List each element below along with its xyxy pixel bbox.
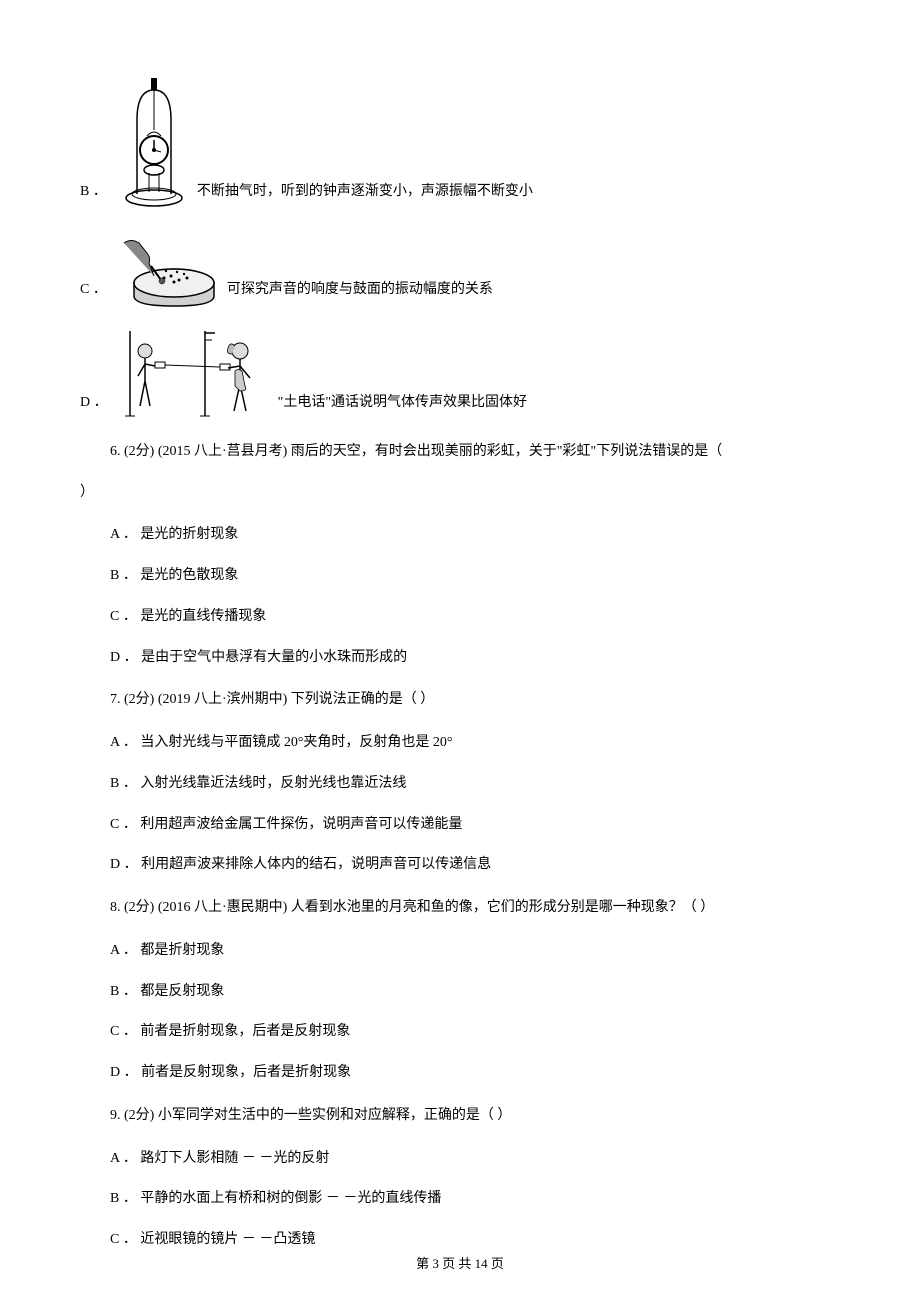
q9-option-c: C ． 近视眼镜的镜片 － －凸透镜 xyxy=(110,1225,840,1256)
q8-option-b: B ． 都是反射现象 xyxy=(110,977,840,1008)
drum-image xyxy=(119,228,219,308)
q6-stem-end: ） xyxy=(80,480,840,507)
option-c-label: C ． xyxy=(80,278,107,308)
q7-option-c: C ． 利用超声波给金属工件探伤，说明声音可以传递能量 xyxy=(110,810,840,841)
option-d-label: D ． xyxy=(80,391,108,421)
q7-option-b: B ． 入射光线靠近法线时，反射光线也靠近法线 xyxy=(110,769,840,800)
q7-option-d: D ． 利用超声波来排除人体内的结石，说明声音可以传递信息 xyxy=(110,850,840,881)
option-d-text: "土电话"通话说明气体传声效果比固体好 xyxy=(278,391,527,421)
q6-option-a: A ． 是光的折射现象 xyxy=(110,520,840,551)
option-b-label: B ． xyxy=(80,180,107,210)
option-c-text: 可探究声音的响度与鼓面的振动幅度的关系 xyxy=(227,278,493,308)
q8-option-a: A ． 都是折射现象 xyxy=(110,936,840,967)
q6-option-c: C ． 是光的直线传播现象 xyxy=(110,602,840,633)
q6-option-b: B ． 是光的色散现象 xyxy=(110,561,840,592)
q6-stem: 6. (2分) (2015 八上·莒县月考) 雨后的天空，有时会出现美丽的彩虹，… xyxy=(110,439,840,466)
tin-can-phone-image xyxy=(120,326,270,421)
option-b-text: 不断抽气时，听到的钟声逐渐变小，声源振幅不断变小 xyxy=(197,180,533,210)
option-d-row: D ． "土电话"通话说明气体传声效果比固体好 xyxy=(80,326,840,421)
q9-option-a: A ． 路灯下人影相随 － －光的反射 xyxy=(110,1144,840,1175)
q9-stem: 9. (2分) 小军同学对生活中的一些实例和对应解释，正确的是（ ） xyxy=(110,1103,840,1130)
q8-option-d: D ． 前者是反射现象，后者是折射现象 xyxy=(110,1058,840,1089)
q7-option-a: A ． 当入射光线与平面镜成 20°夹角时，反射角也是 20° xyxy=(110,728,840,759)
q7-stem: 7. (2分) (2019 八上·滨州期中) 下列说法正确的是（ ） xyxy=(110,687,840,714)
q9-option-b: B ． 平静的水面上有桥和树的倒影 － －光的直线传播 xyxy=(110,1184,840,1215)
page-footer: 第 3 页 共 14 页 xyxy=(0,1253,920,1272)
q8-stem: 8. (2分) (2016 八上·惠民期中) 人看到水池里的月亮和鱼的像，它们的… xyxy=(110,895,840,922)
option-c-row: C ． 可探究声音的响度与鼓面的振动幅度的关系 xyxy=(80,228,840,308)
q8-option-c: C ． 前者是折射现象，后者是反射现象 xyxy=(110,1017,840,1048)
bell-jar-image xyxy=(119,70,189,210)
q6-option-d: D ． 是由于空气中悬浮有大量的小水珠而形成的 xyxy=(110,643,840,674)
option-b-row: B ． 不断抽气时，听到的钟声逐渐变小，声源振幅不断变小 xyxy=(80,70,840,210)
